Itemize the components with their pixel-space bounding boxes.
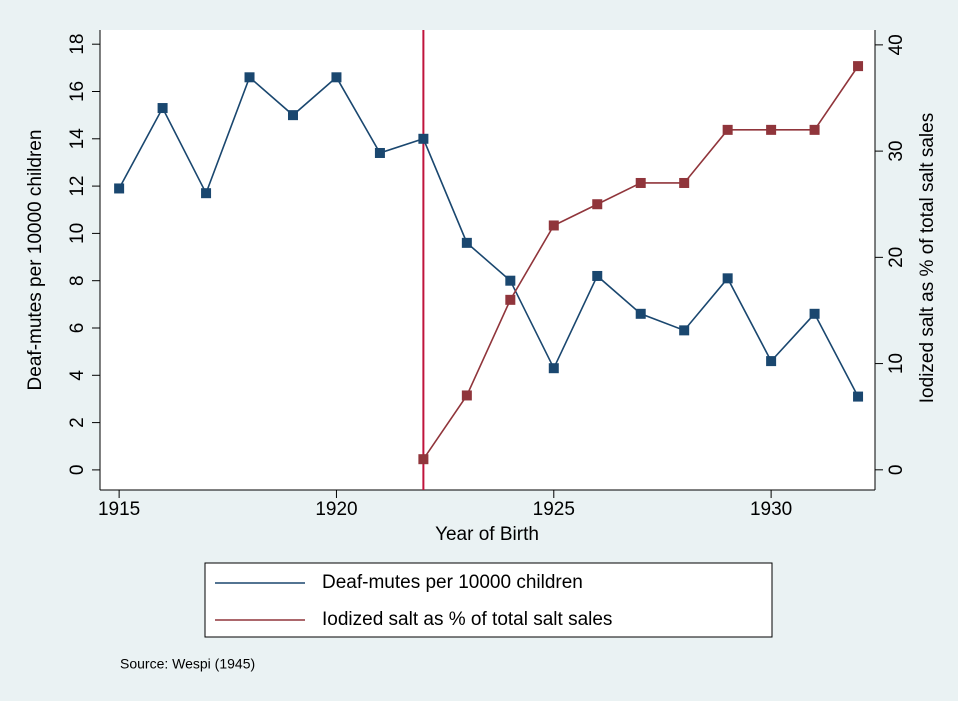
marker	[114, 183, 125, 194]
marker	[505, 275, 516, 286]
y-tick-label: 14	[67, 128, 88, 150]
series-line	[118, 75, 859, 397]
y2-tick-label: 30	[886, 141, 907, 162]
x-axis-title: Year of Birth	[435, 524, 539, 545]
y-tick-label: 8	[67, 275, 88, 286]
marker	[722, 124, 733, 135]
source-note: Source: Wespi (1945)	[120, 656, 255, 672]
y2-tick-label: 40	[886, 34, 907, 55]
y-tick-label: 12	[67, 176, 88, 197]
legend	[204, 562, 773, 638]
marker	[201, 188, 212, 199]
marker	[635, 177, 646, 188]
y-tick-label: 6	[67, 323, 88, 334]
y-tick-label: 10	[67, 223, 88, 244]
marker	[592, 199, 603, 210]
marker	[809, 308, 820, 319]
y2-axis-title: Iodized salt as % of total salt sales	[917, 113, 938, 403]
x-tick-label: 1925	[533, 499, 575, 520]
marker	[853, 391, 864, 402]
marker	[635, 308, 646, 319]
legend-label: Iodized salt as % of total salt sales	[322, 609, 612, 630]
marker	[244, 72, 255, 83]
x-tick-label: 1930	[750, 499, 792, 520]
y-tick-label: 16	[67, 81, 88, 102]
marker	[853, 61, 864, 72]
marker	[809, 124, 820, 135]
marker	[418, 454, 429, 465]
y-tick-label: 4	[67, 370, 88, 381]
marker	[461, 390, 472, 401]
marker	[461, 237, 472, 248]
marker	[679, 177, 690, 188]
marker	[548, 220, 559, 231]
x-tick-label: 1915	[98, 499, 140, 520]
marker	[722, 273, 733, 284]
marker	[331, 72, 342, 83]
marker	[418, 133, 429, 144]
marker	[157, 103, 168, 114]
marker	[505, 294, 516, 305]
y-tick-label: 2	[67, 417, 88, 428]
marker	[374, 147, 385, 158]
x-tick-label: 1920	[315, 499, 357, 520]
marker	[548, 363, 559, 374]
y-tick-label: 18	[67, 34, 88, 55]
marker	[592, 270, 603, 281]
y2-tick-label: 20	[886, 247, 907, 268]
marker	[287, 110, 298, 121]
marker	[766, 124, 777, 135]
legend-label: Deaf-mutes per 10000 children	[322, 572, 583, 593]
marker	[679, 325, 690, 336]
marker	[766, 356, 777, 367]
y2-tick-label: 10	[886, 353, 907, 374]
y2-tick-label: 0	[886, 465, 907, 476]
y-tick-label: 0	[67, 465, 88, 476]
y-axis-title: Deaf-mutes per 10000 children	[25, 130, 46, 391]
